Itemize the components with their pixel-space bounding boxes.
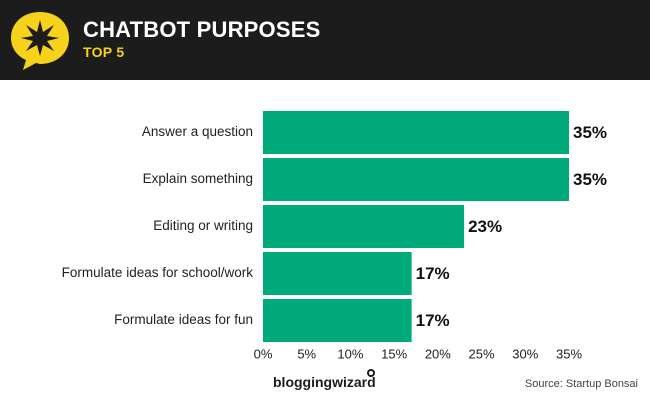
logo-dot-icon bbox=[367, 369, 375, 377]
category-label: Explain something bbox=[143, 171, 253, 186]
bloggingwizard-logo: bloggingwizard bbox=[273, 374, 376, 390]
data-label: 17% bbox=[416, 264, 450, 283]
bar bbox=[263, 252, 412, 295]
category-label: Formulate ideas for fun bbox=[114, 312, 253, 327]
x-tick-label: 10% bbox=[337, 346, 363, 361]
star-speech-bubble-icon bbox=[11, 12, 69, 70]
bar bbox=[263, 158, 569, 201]
bar-chart: Answer a question 35% Explain something 35%… bbox=[62, 111, 607, 361]
x-tick-label: 20% bbox=[425, 346, 451, 361]
chart-subtitle: TOP 5 bbox=[83, 44, 125, 60]
bar bbox=[263, 111, 569, 154]
x-tick-label: 35% bbox=[556, 346, 582, 361]
data-label: 23% bbox=[468, 217, 502, 236]
data-label: 35% bbox=[573, 170, 607, 189]
category-label: Editing or writing bbox=[153, 218, 253, 233]
source-note: Source: Startup Bonsai bbox=[524, 378, 638, 390]
chart-title: CHATBOT PURPOSES bbox=[83, 17, 321, 42]
data-label: 35% bbox=[573, 123, 607, 142]
x-tick-label: 15% bbox=[381, 346, 407, 361]
x-tick-label: 5% bbox=[297, 346, 316, 361]
category-label: Answer a question bbox=[142, 124, 253, 139]
bar bbox=[263, 299, 412, 342]
bar bbox=[263, 205, 465, 248]
x-tick-label: 25% bbox=[469, 346, 495, 361]
category-label: Formulate ideas for school/work bbox=[62, 265, 254, 280]
x-tick-label: 30% bbox=[512, 346, 538, 361]
x-tick-label: 0% bbox=[254, 346, 273, 361]
header-bar: CHATBOT PURPOSES TOP 5 bbox=[0, 0, 650, 80]
data-label: 17% bbox=[416, 311, 450, 330]
